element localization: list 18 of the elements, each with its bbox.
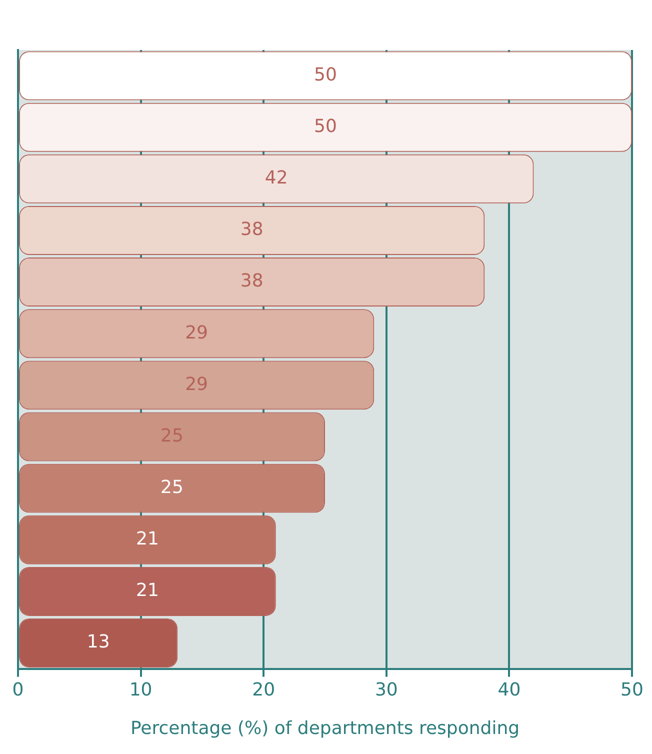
x-tick-label: 10 [129,679,152,700]
data-label: 50 [314,64,337,86]
x-tick-label: 40 [498,679,521,700]
x-axis-title: Percentage (%) of departments responding [130,718,520,739]
data-label: 25 [160,476,184,498]
x-tick-label: 0 [12,679,24,700]
x-tick-label: 20 [252,679,276,700]
data-label: 38 [240,219,264,240]
data-label: 42 [264,168,288,189]
data-label: 21 [136,580,159,602]
data-label: 29 [185,374,208,395]
x-tick-label: 50 [620,679,644,700]
data-label: 29 [185,322,208,344]
data-label: 13 [86,632,110,653]
data-label: 50 [314,116,337,138]
x-tick-label: 30 [374,679,398,700]
data-label: 21 [136,528,159,550]
data-label: 38 [240,270,264,292]
